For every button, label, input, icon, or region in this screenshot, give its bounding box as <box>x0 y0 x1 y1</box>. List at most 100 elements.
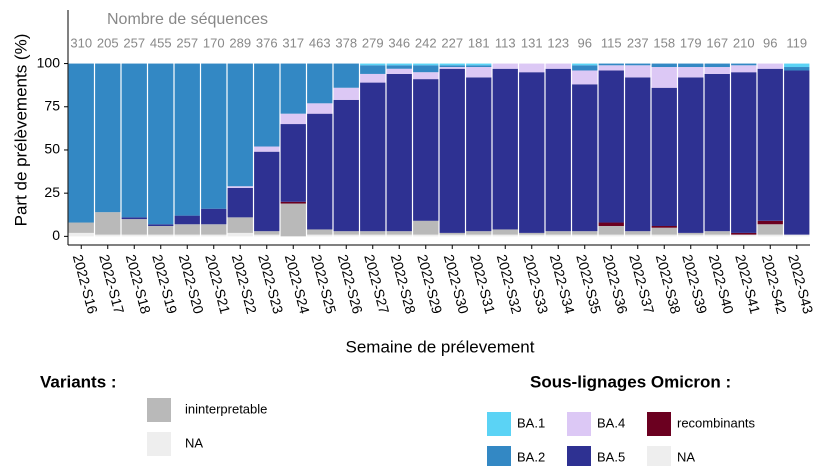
x-tick-label: 2022-S27 <box>361 253 392 316</box>
bar-segment <box>333 87 359 100</box>
bar-segment <box>598 65 624 71</box>
bar-segment <box>413 220 439 235</box>
count-label: 227 <box>441 35 463 50</box>
x-tick-label: 2022-S28 <box>388 253 419 316</box>
bar-segment <box>280 203 306 237</box>
legend-swatch <box>487 412 511 436</box>
bar-segment <box>731 63 757 66</box>
bar-segment <box>174 224 200 235</box>
count-label: 113 <box>495 35 516 50</box>
x-axis-label: Semaine de prélevement <box>345 337 534 356</box>
bar-segment <box>784 67 810 71</box>
bar-segment <box>201 63 227 209</box>
bar-segment <box>254 234 280 237</box>
bar-segment <box>545 234 571 237</box>
y-tick-label: 100 <box>37 54 61 70</box>
bar-segment <box>386 68 412 74</box>
legend-swatch <box>567 446 591 470</box>
bar-segment <box>651 227 677 235</box>
bar-segment <box>68 222 94 233</box>
x-tick-label: 2022-S25 <box>308 253 339 316</box>
bar-segment <box>678 67 704 78</box>
bar-segment <box>757 68 783 221</box>
count-label: 170 <box>203 35 225 50</box>
bar-segment <box>174 63 200 216</box>
bar-segment <box>413 63 439 66</box>
bar-segment <box>360 82 386 232</box>
x-tick-label: 2022-S18 <box>123 253 154 316</box>
bar-segment <box>227 232 253 237</box>
bar-segment <box>280 63 306 114</box>
x-tick-label: 2022-S33 <box>520 253 551 316</box>
bar-segment <box>651 67 677 88</box>
bar-segment <box>148 63 174 225</box>
x-tick-label: 2022-S30 <box>441 253 472 316</box>
bar-segment <box>121 63 147 218</box>
x-tick-label: 2022-S31 <box>467 253 498 316</box>
y-tick-label: 50 <box>44 141 60 157</box>
bar-segment <box>466 63 492 66</box>
legend-swatch <box>147 398 171 422</box>
bar-segment <box>333 63 359 88</box>
bar-segment <box>360 63 386 66</box>
bar-segment <box>360 234 386 237</box>
x-tick-label: 2022-S20 <box>176 253 207 316</box>
x-tick-label: 2022-S17 <box>96 253 127 316</box>
count-label: 289 <box>229 35 251 50</box>
bar-segment <box>413 72 439 80</box>
bar-segment <box>307 229 333 235</box>
count-title: Nombre de séquences <box>107 11 268 28</box>
x-tick-label: 2022-S23 <box>255 253 286 316</box>
bar-segment <box>519 234 545 237</box>
bar-segment <box>439 67 465 69</box>
bar-segment <box>121 234 147 237</box>
bar-segment <box>492 234 518 237</box>
bar-segment <box>307 234 333 237</box>
x-tick-label: 2022-S37 <box>626 253 657 316</box>
bar-segment <box>731 234 757 237</box>
x-tick-label: 2022-S16 <box>70 253 101 316</box>
bar-segment <box>757 234 783 237</box>
legend-label: recombinants <box>677 415 756 430</box>
bar-segment <box>784 70 810 235</box>
count-label: 179 <box>680 35 702 50</box>
count-label: 376 <box>256 35 278 50</box>
bar-segment <box>731 65 757 73</box>
bar-segment <box>651 225 677 228</box>
x-tick-label: 2022-S40 <box>706 253 737 316</box>
bar-segment <box>519 72 545 233</box>
bar-segment <box>439 234 465 237</box>
bar-segment <box>757 224 783 235</box>
bar-segment <box>519 63 545 73</box>
bar-segment <box>625 77 651 232</box>
bar-segment <box>174 215 200 225</box>
bar-segment <box>413 65 439 73</box>
bar-segment <box>625 234 651 237</box>
bar-segment <box>333 99 359 232</box>
bar-segment <box>68 232 94 237</box>
bar-segment <box>704 231 730 235</box>
bar-segment <box>121 219 147 235</box>
legend-swatch <box>647 412 671 436</box>
bar-segment <box>651 63 677 68</box>
bar-segment <box>386 231 412 235</box>
x-tick-label: 2022-S34 <box>547 253 578 316</box>
bar-segment <box>466 234 492 237</box>
bar-segment <box>360 231 386 235</box>
x-tick-label: 2022-S21 <box>202 253 233 316</box>
bar-segment <box>280 113 306 125</box>
count-label: 181 <box>468 35 490 50</box>
bar-segment <box>784 63 810 68</box>
legend-swatch <box>147 432 171 456</box>
bar-segment <box>545 231 571 235</box>
bar-segment <box>227 217 253 233</box>
bar-segment <box>386 65 412 69</box>
bar-segment <box>95 234 121 237</box>
x-tick-label: 2022-S36 <box>600 253 631 316</box>
legend-swatch <box>567 412 591 436</box>
bar-segment <box>95 63 121 213</box>
bar-segment <box>704 73 730 232</box>
bar-segment <box>651 234 677 237</box>
legend-label: BA.2 <box>517 449 545 464</box>
bar-segment <box>598 234 624 237</box>
